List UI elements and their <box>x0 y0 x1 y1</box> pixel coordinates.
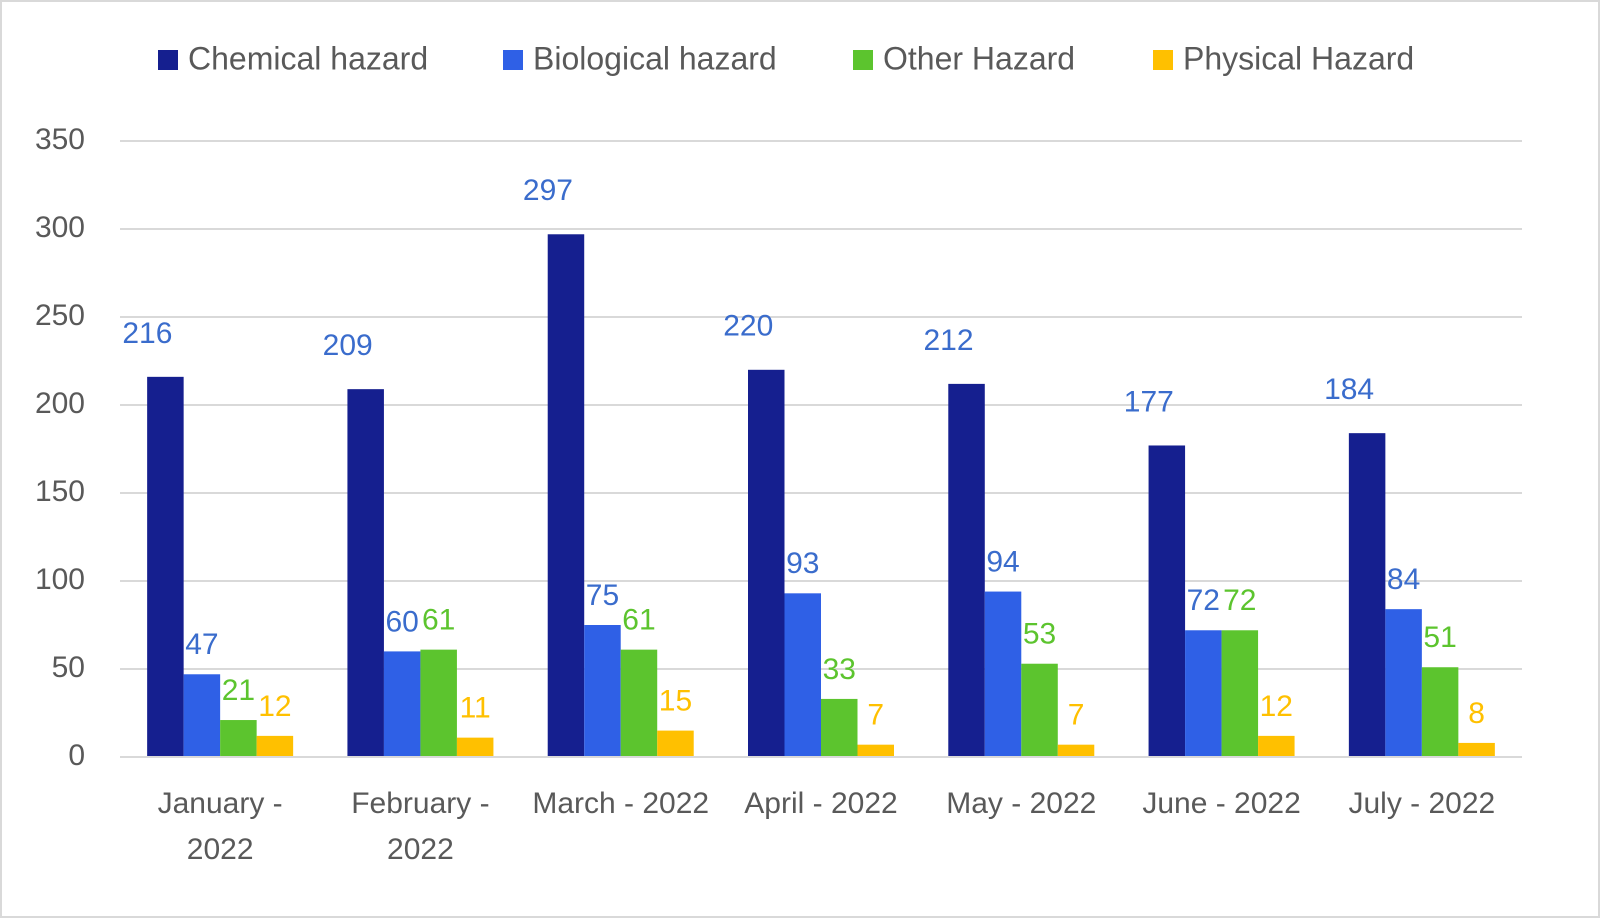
data-label: 61 <box>422 604 455 637</box>
x-tick-line: February - <box>351 787 489 820</box>
y-tick-label: 350 <box>35 123 85 156</box>
bar <box>147 376 184 757</box>
bar <box>1021 663 1058 757</box>
data-label: 184 <box>1324 373 1374 406</box>
data-label: 15 <box>659 685 692 718</box>
bar <box>948 383 985 757</box>
bar <box>1221 630 1259 757</box>
bar <box>220 720 257 757</box>
bar <box>748 369 785 757</box>
data-label: 11 <box>460 692 491 725</box>
data-label: 297 <box>523 174 573 207</box>
data-label: 212 <box>924 324 974 357</box>
x-tick-label: July - 2022 <box>1348 787 1495 820</box>
data-label: 7 <box>867 699 884 732</box>
data-label: 72 <box>1187 584 1220 617</box>
x-tick-line: 2022 <box>387 833 454 866</box>
legend-swatch <box>853 50 873 70</box>
bar <box>347 389 384 757</box>
bar <box>256 735 294 757</box>
data-label: 7 <box>1068 699 1085 732</box>
data-label: 8 <box>1468 697 1485 730</box>
bar <box>420 649 457 757</box>
data-label: 47 <box>185 628 218 661</box>
data-label: 94 <box>986 545 1019 578</box>
x-tick-label: March - 2022 <box>532 787 709 820</box>
y-tick-label: 300 <box>35 211 85 244</box>
x-tick-label: May - 2022 <box>946 787 1096 820</box>
y-tick-label: 200 <box>35 387 85 420</box>
x-tick-line: January - <box>158 787 283 820</box>
data-label: 93 <box>786 547 819 580</box>
legend-swatch <box>503 50 523 70</box>
legend-swatch <box>1153 50 1173 70</box>
bar <box>1458 742 1495 757</box>
bar <box>784 593 821 757</box>
x-tick-label: February - 2022 <box>351 787 489 866</box>
legend-label: Chemical hazard <box>188 40 428 76</box>
legend-swatch <box>158 50 178 70</box>
data-label: 12 <box>258 690 291 723</box>
bar <box>1421 667 1459 757</box>
bar <box>183 674 221 757</box>
data-label: 33 <box>823 653 856 686</box>
bar <box>1385 609 1422 757</box>
data-label: 216 <box>122 317 172 350</box>
y-tick-label: 100 <box>35 563 85 596</box>
y-tick-label: 250 <box>35 299 85 332</box>
data-label: 177 <box>1124 385 1174 418</box>
data-label: 60 <box>385 605 418 638</box>
data-label: 51 <box>1423 621 1456 654</box>
bar <box>1348 433 1386 757</box>
bar <box>821 698 858 757</box>
x-tick-label: April - 2022 <box>744 787 897 820</box>
bar <box>1057 744 1095 757</box>
bar <box>1148 445 1186 757</box>
data-label: 72 <box>1223 584 1256 617</box>
x-tick-label: January - 2022 <box>158 787 283 866</box>
x-tick-label: June - 2022 <box>1142 787 1300 820</box>
bar <box>657 730 694 757</box>
data-label: 53 <box>1023 618 1056 651</box>
y-tick-label: 0 <box>68 739 85 772</box>
bar <box>456 737 494 757</box>
bar <box>984 591 1022 757</box>
legend-label: Physical Hazard <box>1183 40 1414 76</box>
data-label: 21 <box>222 674 255 707</box>
bar <box>857 744 894 757</box>
data-label: 61 <box>622 604 655 637</box>
bar <box>1258 735 1295 757</box>
legend-label: Other Hazard <box>883 40 1075 76</box>
y-tick-label: 50 <box>52 651 85 684</box>
data-label: 84 <box>1387 563 1420 596</box>
bar <box>620 649 658 757</box>
data-label: 75 <box>586 579 619 612</box>
bar <box>383 651 421 757</box>
data-label: 12 <box>1260 690 1293 723</box>
data-label: 220 <box>723 310 773 343</box>
bar <box>547 234 585 757</box>
bar <box>1185 630 1222 757</box>
data-label: 209 <box>323 329 373 362</box>
x-tick-line: 2022 <box>187 833 254 866</box>
y-tick-label: 150 <box>35 475 85 508</box>
legend-label: Biological hazard <box>533 40 777 76</box>
bar <box>584 625 621 757</box>
